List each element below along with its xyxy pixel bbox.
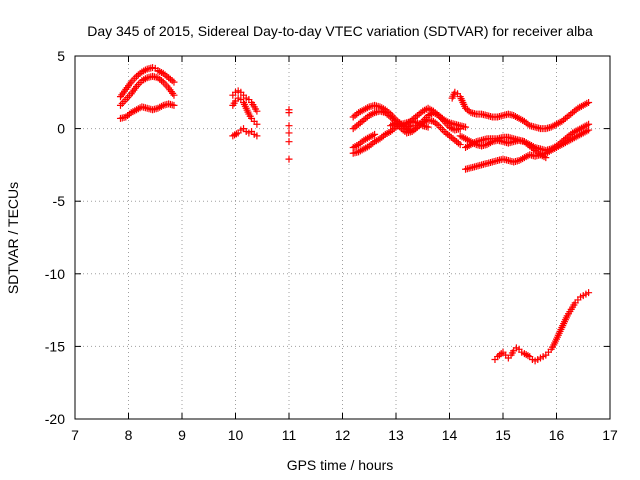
series-arc-12h-d: [349, 130, 379, 151]
x-tick-label: 16: [549, 427, 565, 443]
series-points-11h: [285, 106, 293, 163]
y-tick-label: -5: [53, 193, 66, 209]
series-arc-10h-a: [229, 87, 261, 115]
data-point: [253, 107, 261, 115]
series-arc-13h-b: [387, 109, 464, 136]
y-tick-label: -15: [45, 338, 65, 354]
x-axis-label: GPS time / hours: [287, 457, 394, 473]
x-tick-label: 8: [125, 427, 133, 443]
x-tick-label: 9: [178, 427, 186, 443]
series-arc-8h-a: [116, 64, 178, 101]
series-arc-12h-c: [349, 117, 432, 157]
data-point: [285, 109, 293, 117]
series-arc-10h-b: [229, 94, 261, 128]
grid-lines: [75, 56, 610, 419]
data-point: [542, 154, 550, 162]
data-point: [170, 78, 178, 86]
data-point: [585, 126, 593, 134]
data-point: [285, 129, 293, 137]
x-tick-label: 15: [495, 427, 511, 443]
y-tick-label: -10: [45, 266, 65, 282]
series-arc-15h-low: [491, 289, 593, 365]
data-point: [285, 138, 293, 146]
series-arc-10h-c: [229, 125, 261, 140]
y-tick-label: -20: [45, 411, 65, 427]
data-point: [170, 101, 178, 109]
y-axis-label: SDTVAR / TECUs: [5, 182, 21, 294]
series-arc-8h-c: [116, 100, 178, 122]
data-point: [253, 120, 261, 128]
x-tick-label: 13: [388, 427, 404, 443]
x-tick-label: 14: [442, 427, 458, 443]
y-tick-label: 5: [57, 48, 65, 64]
data-point: [462, 123, 470, 131]
data-point: [253, 132, 261, 140]
x-tick-label: 17: [602, 427, 618, 443]
series-arc-8h-b: [116, 72, 178, 109]
data-point: [456, 125, 464, 133]
data-point: [424, 123, 432, 131]
x-tick-label: 7: [71, 427, 79, 443]
series-arc-14h-d: [456, 132, 550, 162]
x-tick-label: 11: [282, 427, 297, 443]
x-tick-label: 12: [335, 427, 351, 443]
series-arc-12h-a: [349, 101, 416, 131]
axis-ticks: 7 8 9 10 11 12 13 14 15 16 17 -20 -15 -10 -5 0 5: [45, 48, 618, 443]
data-point: [170, 91, 178, 99]
data-point: [456, 141, 464, 149]
chart-title: Day 345 of 2015, Sidereal Day-to-day VTE…: [87, 23, 593, 39]
data-point: [585, 289, 593, 297]
data-point: [371, 130, 379, 138]
series-arc-14h-a: [448, 88, 593, 133]
data-point: [585, 98, 593, 106]
x-tick-label: 10: [228, 427, 244, 443]
data-point: [285, 122, 293, 130]
data-points: [116, 64, 593, 365]
y-tick-label: 0: [57, 121, 65, 137]
data-point: [285, 155, 293, 163]
series-arc-14h-c: [462, 126, 593, 173]
